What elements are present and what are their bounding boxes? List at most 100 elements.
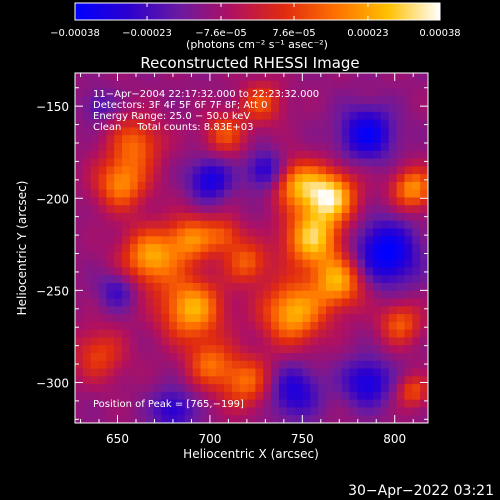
heatmap-cell — [365, 189, 374, 199]
heatmap-cell — [169, 391, 178, 401]
heatmap-cell — [412, 345, 421, 354]
heatmap-cell — [420, 314, 428, 323]
heatmap-cell — [255, 213, 264, 222]
heatmap-cell — [341, 244, 351, 253]
heatmap-cell — [114, 127, 123, 136]
heatmap-cell — [129, 205, 139, 214]
heatmap-cell — [82, 73, 92, 82]
heatmap-cell — [373, 80, 382, 90]
heatmap-cell — [404, 213, 413, 222]
heatmap-cell — [271, 407, 280, 416]
heatmap-cell — [75, 306, 84, 315]
heatmap-cell — [176, 166, 186, 175]
colorbar-tick-label: 0.00023 — [347, 28, 388, 39]
heatmap-cell — [326, 376, 335, 385]
heatmap-cell — [145, 127, 155, 136]
heatmap-cell — [129, 345, 139, 354]
heatmap-cell — [145, 321, 155, 331]
heatmap-cell — [388, 236, 398, 245]
heatmap-cell — [153, 360, 162, 370]
heatmap-cell — [106, 321, 115, 331]
heatmap-cell — [396, 150, 406, 160]
heatmap-cell — [161, 111, 170, 121]
heatmap-cell — [192, 150, 202, 160]
heatmap-cell — [153, 174, 162, 183]
heatmap-cell — [239, 329, 249, 339]
heatmap-cell — [373, 88, 382, 97]
heatmap-cell — [357, 80, 366, 90]
heatmap-cell — [145, 88, 155, 97]
heatmap-cell — [333, 213, 343, 222]
heatmap-cell — [263, 88, 272, 97]
heatmap-cell — [326, 306, 335, 315]
heatmap-cell — [412, 329, 421, 339]
heatmap-cell — [176, 275, 186, 284]
heatmap-cell — [349, 88, 358, 97]
heatmap-cell — [380, 205, 390, 214]
heatmap-cell — [302, 158, 311, 167]
heatmap-cell — [98, 205, 107, 214]
heatmap-cell — [208, 399, 217, 409]
heatmap-cell — [114, 415, 123, 423]
heatmap-cell — [247, 360, 257, 370]
heatmap-cell — [192, 174, 202, 183]
heatmap-cell — [365, 181, 374, 191]
heatmap-cell — [145, 298, 155, 307]
heatmap-cell — [326, 73, 335, 82]
heatmap-cell — [388, 181, 398, 191]
heatmap-cell — [302, 143, 311, 152]
heatmap-cell — [129, 143, 139, 152]
heatmap-cell — [208, 111, 217, 121]
heatmap-cell — [169, 360, 178, 370]
heatmap-cell — [75, 197, 84, 206]
heatmap-cell — [255, 236, 264, 245]
heatmap-cell — [90, 88, 100, 97]
heatmap-cell — [200, 197, 209, 206]
heatmap-cell — [263, 399, 272, 409]
heatmap-cell — [75, 104, 84, 113]
heatmap-cell — [349, 353, 358, 362]
heatmap-cell — [122, 197, 131, 206]
heatmap-cell — [388, 174, 398, 183]
heatmap-cell — [404, 384, 413, 393]
heatmap-cell — [349, 337, 358, 346]
heatmap-cell — [271, 111, 280, 121]
heatmap-cell — [90, 384, 100, 393]
heatmap-cell — [208, 143, 217, 152]
heatmap-cell — [294, 321, 304, 331]
heatmap-cell — [114, 251, 123, 261]
heatmap-cell — [239, 166, 249, 175]
heatmap-cell — [349, 96, 358, 105]
heatmap-cell — [310, 353, 319, 362]
heatmap-cell — [365, 220, 374, 230]
heatmap-cell — [365, 298, 374, 307]
heatmap-cell — [326, 360, 335, 370]
heatmap-cell — [396, 384, 406, 393]
heatmap-cell — [192, 407, 202, 416]
heatmap-cell — [129, 251, 139, 261]
heatmap-cell — [333, 111, 343, 121]
heatmap-cell — [145, 283, 155, 292]
heatmap-cell — [200, 314, 209, 323]
heatmap-cell — [114, 267, 123, 276]
heatmap-cell — [318, 174, 327, 183]
heatmap-cell — [122, 353, 131, 362]
heatmap-cell — [98, 267, 107, 276]
heatmap-cell — [224, 127, 233, 136]
heatmap-image — [75, 73, 428, 423]
heatmap-cell — [216, 104, 225, 113]
heatmap-cell — [161, 337, 170, 346]
heatmap-cell — [169, 345, 178, 354]
heatmap-cell — [200, 244, 209, 253]
heatmap-cell — [184, 368, 194, 377]
heatmap-cell — [106, 244, 115, 253]
heatmap-cell — [286, 96, 296, 105]
heatmap-cell — [239, 244, 249, 253]
heatmap-cell — [271, 73, 280, 82]
heatmap-cell — [333, 80, 343, 90]
heatmap-cell — [263, 143, 272, 152]
heatmap-cell — [349, 368, 358, 377]
heatmap-cell — [98, 127, 107, 136]
heatmap-cell — [129, 321, 139, 331]
heatmap-cell — [404, 353, 413, 362]
